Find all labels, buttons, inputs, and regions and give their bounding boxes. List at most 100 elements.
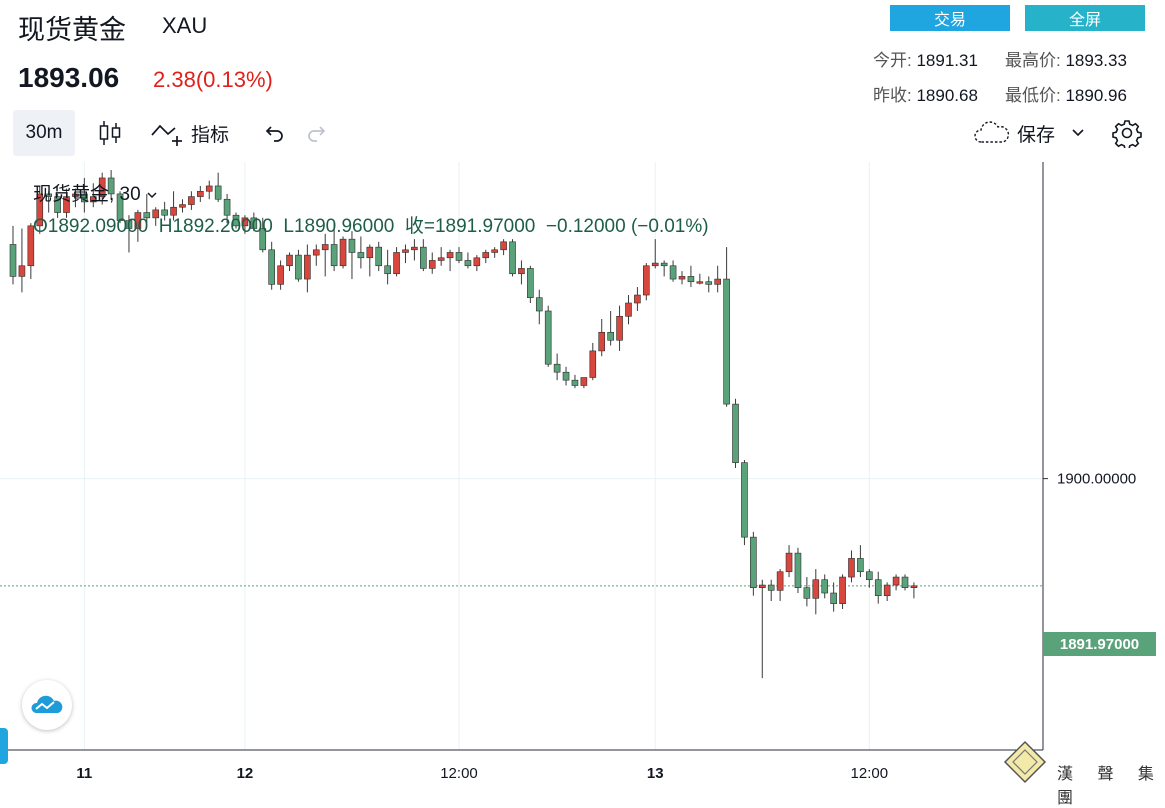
candle-body-91 [821,579,829,594]
candle-body-66 [598,331,606,352]
open-label: 今开: [873,51,912,70]
candle-body-73 [660,262,668,267]
legend-symbol[interactable]: 现货黄金, 30 [33,179,158,206]
candle-body-38 [348,238,356,253]
candle-style-button[interactable] [97,110,123,156]
candle-body-59 [535,297,543,312]
candle-body-39 [357,252,365,259]
prev-close-stat: 昨收: 1890.68 [873,81,978,106]
candle-body-4 [45,193,52,197]
low-value: 1890.96 [1065,86,1127,105]
candle-body-88 [794,552,802,589]
undo-icon [265,126,283,142]
candle-body-5 [54,196,61,213]
candle-body-44 [402,249,409,253]
candle-body-13 [125,220,133,229]
open-stat: 今开: 1891.31 [873,46,978,71]
candle-body-57 [518,268,525,275]
candle-body-42 [384,265,391,275]
side-panel-toggle[interactable] [0,728,8,764]
tradingview-logo[interactable] [22,680,72,730]
undo-button[interactable] [262,110,286,156]
candle-body-48 [437,257,445,261]
chevron-down-icon [147,192,157,199]
candle-body-47 [428,260,436,269]
candle-body-30 [277,265,284,285]
candle-body-98 [883,584,891,596]
instrument-ticker: XAU [162,13,208,38]
gear-icon [1112,120,1142,148]
save-button[interactable]: 保存 [973,110,1085,156]
candle-body-65 [589,350,597,378]
x-tick-label-4: 12:00 [851,765,889,782]
x-tick-label-1: 12 [237,765,254,782]
trade-button[interactable]: 交易 [890,5,1010,31]
candle-body-54 [491,249,498,253]
candle-body-67 [607,331,614,341]
candle-body-6 [63,196,70,213]
candle-body-84 [758,584,766,589]
candle-body-95 [857,558,864,573]
candle-body-20 [188,196,195,205]
candle-body-19 [179,204,186,208]
candle-body-41 [375,246,383,267]
legend-symbol-text: 现货黄金, 30 [33,184,141,205]
candle-body-28 [259,228,267,251]
cloud-logo-icon [31,695,63,713]
timeframe-button[interactable]: 30m [13,110,75,156]
candle-body-3 [36,193,44,227]
prev-close-label: 昨收: [873,86,912,105]
candle-body-46 [420,246,427,269]
high-stat: 最高价: 1893.33 [1005,46,1127,71]
candle-body-93 [839,576,846,604]
candle-body-52 [473,257,481,267]
candle-body-80 [723,278,730,405]
price-chart[interactable]: 1900.00000 11 12 12:00 13 12:00 [0,0,1165,789]
candle-body-60 [544,310,552,365]
candle-body-29 [268,249,275,285]
candle-body-61 [553,363,561,373]
candle-body-63 [571,379,579,386]
candle-body-34 [312,249,320,256]
candle-body-18 [170,206,177,216]
high-value: 1893.33 [1065,51,1127,70]
watermark: 漢 聲 集 團 [1057,766,1164,807]
candle-body-21 [197,190,204,197]
candle-body-87 [785,552,793,573]
candle-body-14 [134,212,142,229]
indicators-button[interactable]: 指标 [150,110,229,156]
candles [9,169,918,679]
low-stat: 最低价: 1890.96 [1005,81,1127,106]
candle-body-26 [241,217,249,227]
candle-body-24 [223,198,231,216]
candle-body-100 [901,576,909,589]
open-value: 1891.31 [916,51,978,70]
candle-body-96 [866,571,873,581]
candle-body-31 [286,254,293,267]
candle-body-74 [669,265,677,280]
candle-body-78 [705,281,713,285]
time-axis-labels: 11 12 12:00 13 12:00 [76,765,888,782]
candle-body-50 [455,252,463,261]
candle-body-7 [72,193,79,197]
indicators-icon [151,124,182,146]
candle-body-53 [482,252,490,259]
candle-body-37 [339,238,347,267]
candle-body-81 [732,403,739,463]
candle-body-55 [500,241,507,251]
redo-button[interactable] [305,110,329,156]
candle-body-35 [321,244,329,251]
x-tick-label-0: 11 [76,765,92,782]
candle-body-75 [678,276,686,280]
candle-body-83 [750,536,757,589]
candle-body-15 [143,212,151,219]
candle-body-9 [89,196,97,203]
cloud-icon [974,121,1010,143]
candle-body-51 [464,260,472,267]
candle-body-36 [330,244,338,267]
candle-body-33 [304,254,311,280]
settings-button[interactable] [1112,110,1142,156]
fullscreen-button[interactable]: 全屏 [1025,5,1145,31]
y-tick-label-0: 1900.00000 [1057,471,1136,488]
candle-body-69 [625,302,632,317]
